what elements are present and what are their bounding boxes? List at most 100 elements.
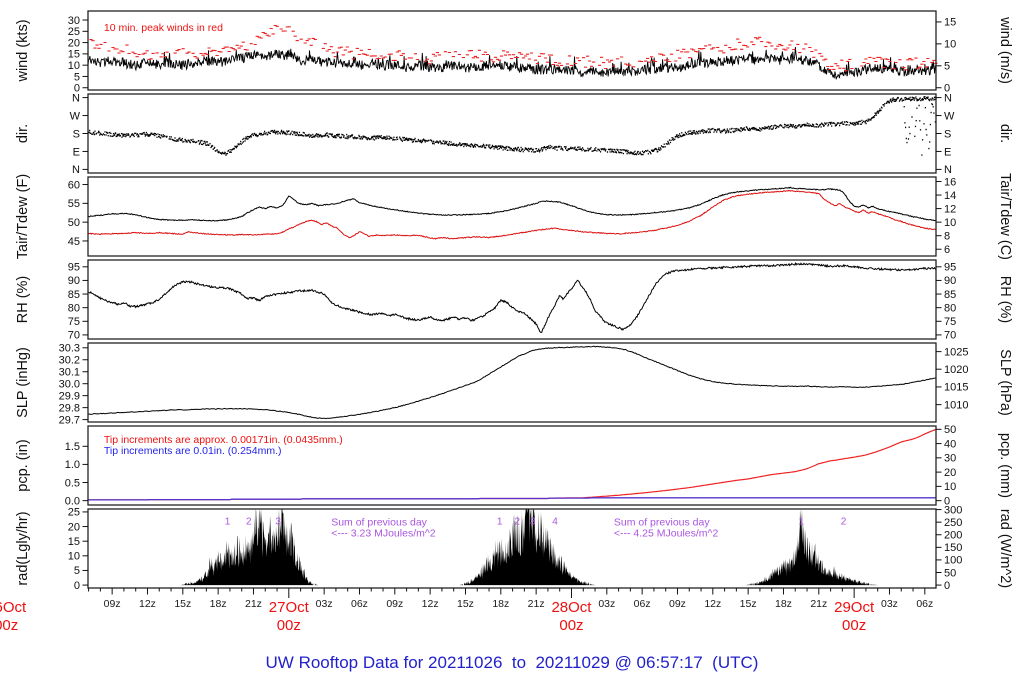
svg-text:06z: 06z xyxy=(351,598,368,610)
svg-text:W: W xyxy=(944,110,955,122)
svg-text:8: 8 xyxy=(944,230,950,242)
svg-text:27Oct: 27Oct xyxy=(269,599,310,616)
svg-text:06z: 06z xyxy=(916,598,933,610)
svg-text:RH (%): RH (%) xyxy=(15,276,31,324)
svg-text:10: 10 xyxy=(944,217,956,229)
svg-text:15: 15 xyxy=(68,536,80,548)
svg-text:45: 45 xyxy=(68,236,80,248)
svg-text:00z: 00z xyxy=(842,617,866,634)
svg-text:300: 300 xyxy=(944,504,962,516)
svg-text:2: 2 xyxy=(246,516,252,527)
svg-text:S: S xyxy=(73,128,80,140)
svg-text:30.3: 30.3 xyxy=(59,343,80,355)
svg-text:95: 95 xyxy=(944,262,956,274)
svg-text:26Oct: 26Oct xyxy=(0,599,27,616)
svg-text:N: N xyxy=(944,164,952,176)
svg-text:30.2: 30.2 xyxy=(59,355,80,367)
svg-text:Tip increments are approx. 0.0: Tip increments are approx. 0.00171in. (0… xyxy=(104,434,343,446)
svg-text:10: 10 xyxy=(944,39,956,51)
svg-text:6: 6 xyxy=(944,244,950,256)
svg-text:SLP (hPa): SLP (hPa) xyxy=(997,349,1013,416)
svg-text:15: 15 xyxy=(68,49,80,61)
svg-text:12: 12 xyxy=(944,203,956,215)
svg-text:4: 4 xyxy=(552,516,558,527)
svg-text:10 min. peak winds in red: 10 min. peak winds in red xyxy=(104,22,223,34)
svg-text:75: 75 xyxy=(68,316,80,328)
svg-text:100: 100 xyxy=(944,555,962,567)
svg-text:2: 2 xyxy=(841,516,847,527)
svg-text:20: 20 xyxy=(68,37,80,49)
svg-text:wind (kts): wind (kts) xyxy=(15,19,31,82)
svg-text:50: 50 xyxy=(944,567,956,579)
svg-text:40: 40 xyxy=(944,438,956,450)
svg-text:75: 75 xyxy=(944,316,956,328)
svg-text:Tip increments are 0.01in. (0.: Tip increments are 0.01in. (0.254mm.) xyxy=(104,445,282,457)
svg-text:16: 16 xyxy=(944,176,956,188)
svg-text:29.7: 29.7 xyxy=(59,414,80,426)
svg-text:21z: 21z xyxy=(810,598,827,610)
svg-text:03z: 03z xyxy=(598,598,615,610)
svg-text:3: 3 xyxy=(275,516,281,527)
svg-text:RH (%): RH (%) xyxy=(997,276,1013,324)
svg-text:30: 30 xyxy=(68,15,80,27)
svg-text:0: 0 xyxy=(944,83,950,95)
svg-text:E: E xyxy=(944,146,951,158)
svg-text:09z: 09z xyxy=(104,598,121,610)
svg-text:1: 1 xyxy=(798,516,804,527)
svg-text:18z: 18z xyxy=(775,598,792,610)
svg-text:0: 0 xyxy=(74,580,80,592)
svg-text:W: W xyxy=(70,110,81,122)
svg-text:18z: 18z xyxy=(492,598,509,610)
svg-text:SLP (inHg): SLP (inHg) xyxy=(15,347,31,418)
svg-text:250: 250 xyxy=(944,517,962,529)
svg-text:150: 150 xyxy=(944,542,962,554)
figure-title: UW Rooftop Data for 20211026 to 20211029… xyxy=(265,653,759,672)
svg-text:00z: 00z xyxy=(277,617,301,634)
svg-text:14: 14 xyxy=(944,190,956,202)
svg-text:12z: 12z xyxy=(139,598,156,610)
svg-text:1: 1 xyxy=(225,516,231,527)
svg-text:10: 10 xyxy=(68,60,80,72)
svg-text:29.8: 29.8 xyxy=(59,402,80,414)
svg-text:09z: 09z xyxy=(669,598,686,610)
svg-text:12z: 12z xyxy=(422,598,439,610)
svg-text:200: 200 xyxy=(944,530,962,542)
svg-text:12z: 12z xyxy=(704,598,721,610)
svg-text:15: 15 xyxy=(944,17,956,29)
svg-text:0: 0 xyxy=(74,83,80,95)
svg-text:85: 85 xyxy=(944,289,956,301)
svg-text:70: 70 xyxy=(944,330,956,342)
svg-text:1: 1 xyxy=(497,516,503,527)
svg-text:03z: 03z xyxy=(881,598,898,610)
svg-text:1.5: 1.5 xyxy=(65,441,80,453)
svg-text:03z: 03z xyxy=(316,598,333,610)
svg-text:06z: 06z xyxy=(634,598,651,610)
svg-text:wind (m/s): wind (m/s) xyxy=(997,16,1013,84)
svg-text:90: 90 xyxy=(68,275,80,287)
svg-text:30: 30 xyxy=(944,453,956,465)
svg-text:95: 95 xyxy=(68,262,80,274)
svg-text:1020: 1020 xyxy=(944,364,968,376)
svg-text:dir.: dir. xyxy=(15,124,31,143)
svg-text:0.0: 0.0 xyxy=(65,495,80,507)
svg-text:30.0: 30.0 xyxy=(59,378,80,390)
svg-text:E: E xyxy=(73,146,80,158)
svg-text:5: 5 xyxy=(74,565,80,577)
svg-text:dir.: dir. xyxy=(997,124,1013,143)
svg-text:00z: 00z xyxy=(559,617,583,634)
svg-text:15z: 15z xyxy=(174,598,191,610)
svg-text:30.1: 30.1 xyxy=(59,367,80,379)
svg-text:15z: 15z xyxy=(740,598,757,610)
svg-text:10: 10 xyxy=(944,481,956,493)
svg-text:1015: 1015 xyxy=(944,382,968,394)
svg-text:1.0: 1.0 xyxy=(65,459,80,471)
svg-text:20: 20 xyxy=(944,467,956,479)
svg-text:10: 10 xyxy=(68,551,80,563)
svg-text:25: 25 xyxy=(68,507,80,519)
svg-text:85: 85 xyxy=(68,289,80,301)
svg-text:5: 5 xyxy=(74,71,80,83)
svg-text:5: 5 xyxy=(944,61,950,73)
svg-text:N: N xyxy=(72,92,80,104)
